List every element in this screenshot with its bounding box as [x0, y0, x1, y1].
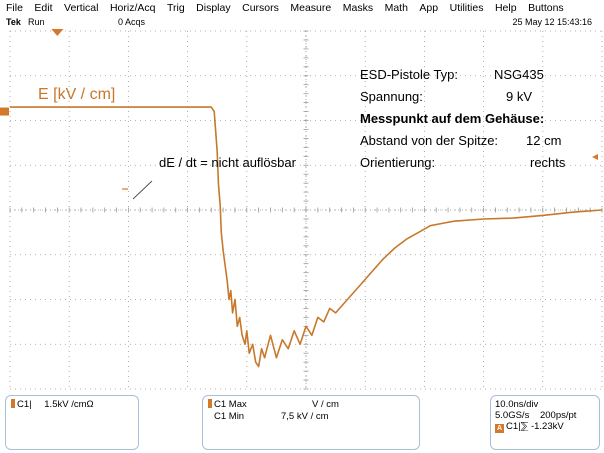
- derivative-note: dE / dt = nicht auflösbar: [159, 155, 296, 170]
- trigger-row[interactable]: A C1|⅀ -1.23kV: [495, 421, 564, 433]
- channel-scale: 1.5kV /cm: [44, 399, 87, 410]
- orientation-label: Orientierung:: [360, 155, 436, 170]
- impedance-icon: Ω: [86, 399, 94, 410]
- trigger-slope-icon: ⅀: [520, 421, 529, 432]
- trigger-mode-icon: A: [495, 424, 504, 433]
- orientation-value: rechts: [530, 155, 566, 170]
- menu-item-masks[interactable]: Masks: [342, 2, 374, 14]
- channel-readout-panel[interactable]: C1| 1.5kV /cmΩ: [5, 395, 139, 450]
- channel-color-icon: [11, 399, 15, 408]
- y-unit-label: E [kV / cm]: [38, 86, 116, 103]
- menu-item-horiz-acq[interactable]: Horiz/Acq: [109, 2, 156, 14]
- voltage-value: 9 kV: [506, 89, 533, 104]
- channel-ground-marker-icon[interactable]: [0, 107, 9, 116]
- channel-scale-row[interactable]: C1| 1.5kV /cmΩ: [11, 399, 94, 410]
- distance-value: 12 cm: [526, 133, 562, 148]
- status-bar: Tek Run 0 Acqs 25 May 12 15:43:16: [0, 16, 604, 28]
- sample-rate-row: 5.0GS/s 200ps/pt: [495, 410, 576, 421]
- measure-min-label: C1 Min: [214, 411, 245, 422]
- channel-name: C1: [17, 399, 30, 410]
- voltage-label: Spannung:: [360, 89, 423, 104]
- menu-item-buttons[interactable]: Buttons: [528, 2, 564, 14]
- menu-item-edit[interactable]: Edit: [34, 2, 53, 14]
- time-per-div: 10.0ns/div: [495, 399, 539, 410]
- trigger-channel: C1: [506, 421, 519, 432]
- channel-color-icon: [208, 399, 212, 408]
- trigger-level: -1.23kV: [530, 421, 564, 432]
- sample-rate: 5.0GS/s: [495, 410, 530, 421]
- run-state[interactable]: Run: [28, 17, 45, 27]
- measure-row-max[interactable]: C1 Max V / cm: [208, 399, 339, 410]
- acquisition-count: 0 Acqs: [118, 17, 146, 27]
- menu-item-help[interactable]: Help: [494, 2, 517, 14]
- menu-item-app[interactable]: App: [419, 2, 439, 14]
- menu-item-measure[interactable]: Measure: [290, 2, 332, 14]
- menu-item-file[interactable]: File: [6, 2, 23, 14]
- measurement-readout-panel[interactable]: C1 Max V / cm C1 Min 7,5 kV / cm: [202, 395, 420, 450]
- points-spacing: 200ps/pt: [539, 410, 577, 421]
- menu-item-display[interactable]: Display: [196, 2, 231, 14]
- trigger-level-arrow-icon[interactable]: [592, 154, 598, 160]
- menu-item-utilities[interactable]: Utilities: [449, 2, 484, 14]
- annotation-pointer: [132, 180, 153, 200]
- info-row-distance: Abstand von der Spitze: 12 cm: [360, 130, 590, 152]
- distance-label: Abstand von der Spitze:: [360, 133, 499, 148]
- date-time: 25 May 12 15:43:16: [512, 17, 592, 27]
- trigger-position-icon[interactable]: [51, 29, 64, 36]
- measure-min-value: 7,5 kV / cm: [281, 411, 329, 422]
- graticule-ticks: [9, 30, 603, 390]
- measurement-info: ESD-Pistole Typ: NSG435 Spannung: 9 kV M…: [360, 64, 590, 174]
- menu-item-vertical[interactable]: Vertical: [64, 2, 99, 14]
- pistol-type-value: NSG435: [494, 67, 544, 82]
- brand-label: Tek: [6, 17, 21, 27]
- trace-c1: [10, 106, 603, 368]
- info-row-orientation: Orientierung: rechts: [360, 152, 590, 174]
- menu-item-math[interactable]: Math: [384, 2, 408, 14]
- pistol-type-label: ESD-Pistole Typ:: [360, 67, 459, 82]
- menu-item-trig[interactable]: Trig: [166, 2, 185, 14]
- timebase-readout-panel[interactable]: 10.0ns/div 5.0GS/s 200ps/pt A C1|⅀ -1.23k…: [490, 395, 600, 450]
- info-row-voltage: Spannung: 9 kV: [360, 86, 590, 108]
- measure-row-min[interactable]: C1 Min 7,5 kV / cm: [214, 411, 329, 422]
- measure-point-heading: Messpunkt auf dem Gehäuse:: [360, 111, 545, 126]
- info-row-measure-point: Messpunkt auf dem Gehäuse:: [360, 108, 590, 130]
- menu-item-cursors[interactable]: Cursors: [242, 2, 279, 14]
- measure-max-label: C1 Max: [214, 399, 247, 410]
- menu-bar: File Edit Vertical Horiz/Acq Trig Display Curs…: [0, 0, 604, 16]
- info-row-pistol: ESD-Pistole Typ: NSG435: [360, 64, 590, 86]
- measure-max-value: V / cm: [312, 399, 339, 410]
